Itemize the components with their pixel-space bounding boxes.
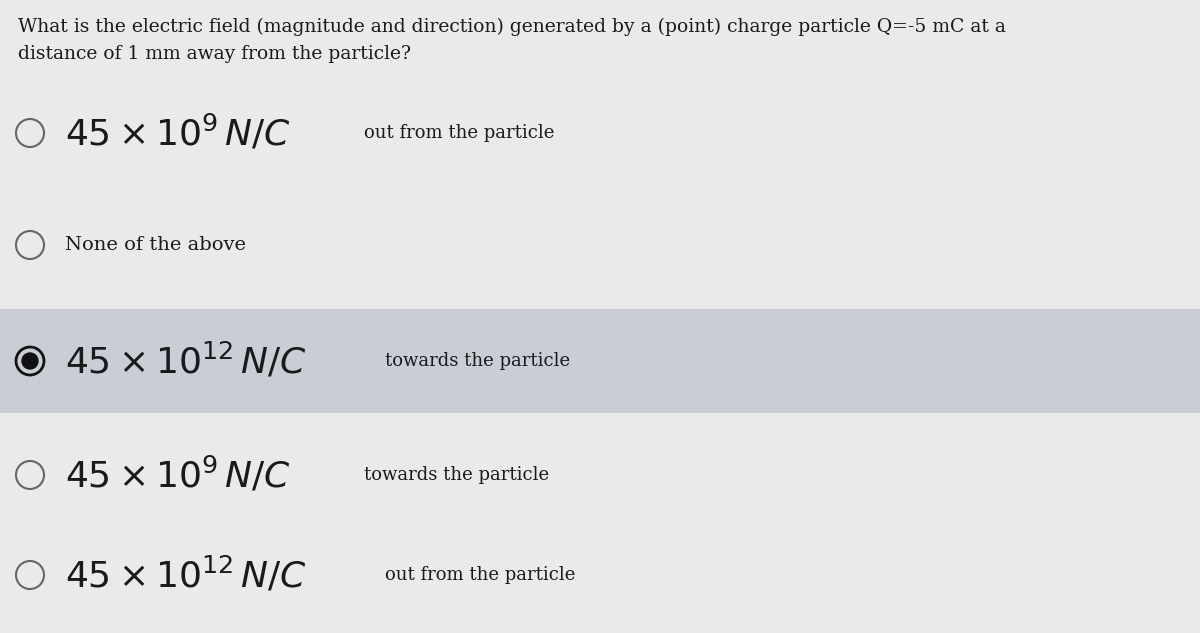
Text: $45 \times 10^{9}\,N/C$: $45 \times 10^{9}\,N/C$: [65, 113, 290, 153]
Text: towards the particle: towards the particle: [365, 466, 550, 484]
Text: out from the particle: out from the particle: [365, 124, 554, 142]
Text: towards the particle: towards the particle: [385, 352, 570, 370]
Text: None of the above: None of the above: [65, 236, 246, 254]
Text: $45 \times 10^{12}\,N/C$: $45 \times 10^{12}\,N/C$: [65, 341, 307, 380]
Text: $45 \times 10^{9}\,N/C$: $45 \times 10^{9}\,N/C$: [65, 455, 290, 494]
Bar: [0, 309, 1200, 413]
Text: What is the electric field (magnitude and direction) generated by a (point) char: What is the electric field (magnitude an…: [18, 18, 1006, 63]
Circle shape: [22, 353, 38, 369]
Text: out from the particle: out from the particle: [385, 566, 576, 584]
Text: $45 \times 10^{12}\,N/C$: $45 \times 10^{12}\,N/C$: [65, 555, 307, 594]
